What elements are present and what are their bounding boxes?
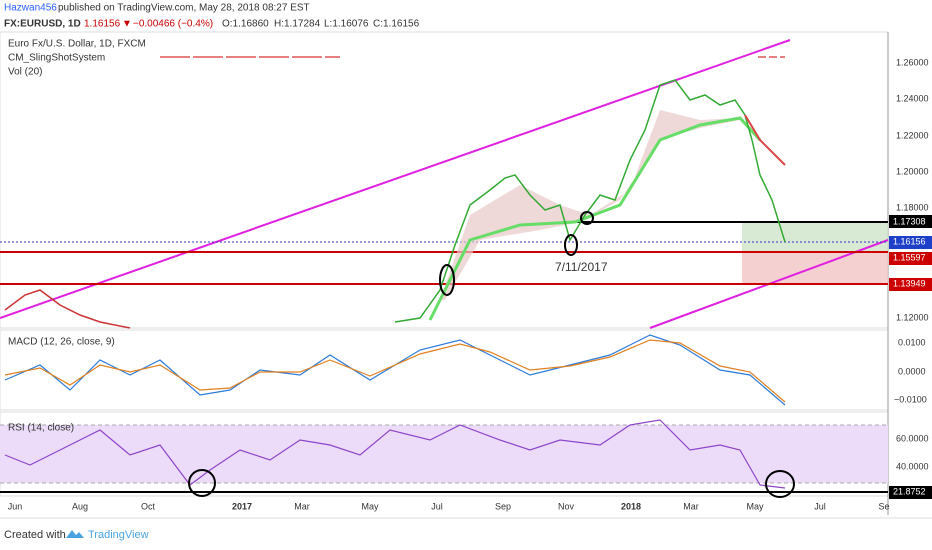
macd-label: −0.0100 <box>894 394 927 404</box>
time-label: Se <box>878 501 889 511</box>
rsi-label: 60.0000 <box>896 433 929 443</box>
rsi-label: 40.0000 <box>896 461 929 471</box>
low: L:1.16076 <box>324 19 369 30</box>
change: −0.00466 (−0.4%) <box>133 19 213 30</box>
open: O:1.16860 <box>222 19 269 30</box>
price-label: 1.18000 <box>896 202 929 212</box>
time-axis: Jun Aug Oct 2017 Mar May Jul Sep Nov 2018 Mar May Ju… <box>8 501 890 511</box>
symbol: FX:EURUSD, 1D <box>4 19 81 30</box>
legend-indicator: CM_SlingShotSystem <box>8 53 105 64</box>
price-tag: 1.15597 <box>893 252 926 262</box>
price-label: 1.24000 <box>896 93 929 103</box>
time-label: 2017 <box>232 501 252 511</box>
time-label: May <box>361 501 379 511</box>
annotation: 7/11/2017 <box>555 260 608 274</box>
macd-title: MACD (12, 26, close, 9) <box>8 337 115 348</box>
time-label: Jun <box>8 501 23 511</box>
price-label: 1.26000 <box>896 57 929 67</box>
rsi-title: RSI (14, close) <box>8 423 74 434</box>
time-label: Nov <box>558 501 575 511</box>
time-label: Mar <box>683 501 699 511</box>
price-axis: 1.26000 1.24000 1.22000 1.20000 1.18000 … <box>889 57 932 499</box>
time-label: Sep <box>495 501 511 511</box>
legend-symbol: Euro Fx/U.S. Dollar, 1D, FXCM <box>8 39 146 50</box>
macd-label: 0.0100 <box>898 337 926 347</box>
time-label: Mar <box>294 501 310 511</box>
time-label: Jul <box>431 501 443 511</box>
price-tag: 1.13949 <box>893 278 926 288</box>
close: C:1.16156 <box>373 19 420 30</box>
time-label: Oct <box>141 501 156 511</box>
footer-created: Created with <box>4 529 66 541</box>
arrow: ▼ <box>122 19 132 30</box>
last: 1.16156 <box>84 19 121 30</box>
time-label: 2018 <box>621 501 641 511</box>
high: H:1.17284 <box>274 19 321 30</box>
footer-brand[interactable]: TradingView <box>88 529 149 541</box>
macd-label: 0.0000 <box>898 366 926 376</box>
price-label: 1.22000 <box>896 130 929 140</box>
rsi-tag: 21.8752 <box>893 486 926 496</box>
time-label: Jul <box>814 501 826 511</box>
price-tag: 1.17308 <box>893 216 926 226</box>
time-label: May <box>746 501 764 511</box>
price-label: 1.12000 <box>896 312 929 322</box>
logo <box>66 530 84 538</box>
price-tag: 1.16156 <box>893 236 926 246</box>
author[interactable]: Hazwan456 <box>4 3 57 14</box>
price-label: 1.20000 <box>896 166 929 176</box>
legend-volume: Vol (20) <box>8 67 42 78</box>
time-label: Aug <box>72 501 88 511</box>
panes <box>0 31 889 515</box>
published: published on TradingView.com, May 28, 20… <box>58 3 310 14</box>
